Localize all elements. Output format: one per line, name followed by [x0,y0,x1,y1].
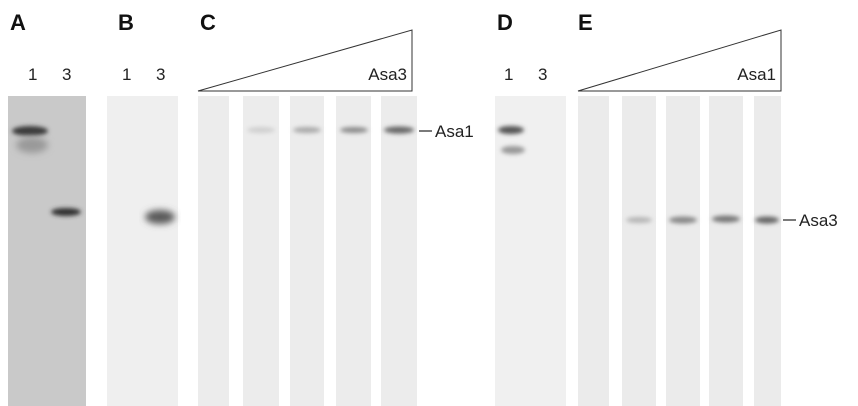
band [498,126,524,134]
band [293,127,321,133]
band [712,216,740,223]
panel-letter: C [200,10,216,35]
panel-letter: D [497,10,513,35]
band [669,217,697,224]
gel-strip [107,96,178,406]
band [12,126,48,136]
panel-letter: B [118,10,134,35]
figure: A B C D E 1 3 1 3 Asa3 Asa1 1 3 Asa1 [0,0,858,406]
band [145,210,175,224]
gel-strip [754,96,781,406]
titration-label: Asa3 [368,65,407,84]
gel-strip [666,96,700,406]
band [755,217,779,224]
gel-strip [622,96,656,406]
gel-strip [381,96,417,406]
band [51,208,81,216]
lane-label: 1 [504,65,513,84]
lane-label: 3 [538,65,547,84]
titration-label: Asa1 [737,65,776,84]
band [501,146,525,154]
strips [578,96,781,406]
lane-label: 1 [122,65,131,84]
panel-letter: A [10,10,26,35]
gel-strip [578,96,609,406]
gel-strip [336,96,371,406]
strips [198,96,417,406]
gel-strip [709,96,743,406]
gel-strip [243,96,279,406]
band [340,127,368,133]
gel-strip [198,96,229,406]
band-label: Asa3 [799,211,838,230]
band [16,137,48,153]
band [247,127,275,133]
lane-label: 3 [156,65,165,84]
band [384,127,414,134]
lane-label: 3 [62,65,71,84]
gel-strip [290,96,324,406]
lane-label: 1 [28,65,37,84]
band-label: Asa1 [435,122,474,141]
gel-strip [495,96,566,406]
panel-letter: E [578,10,593,35]
band [626,217,652,223]
